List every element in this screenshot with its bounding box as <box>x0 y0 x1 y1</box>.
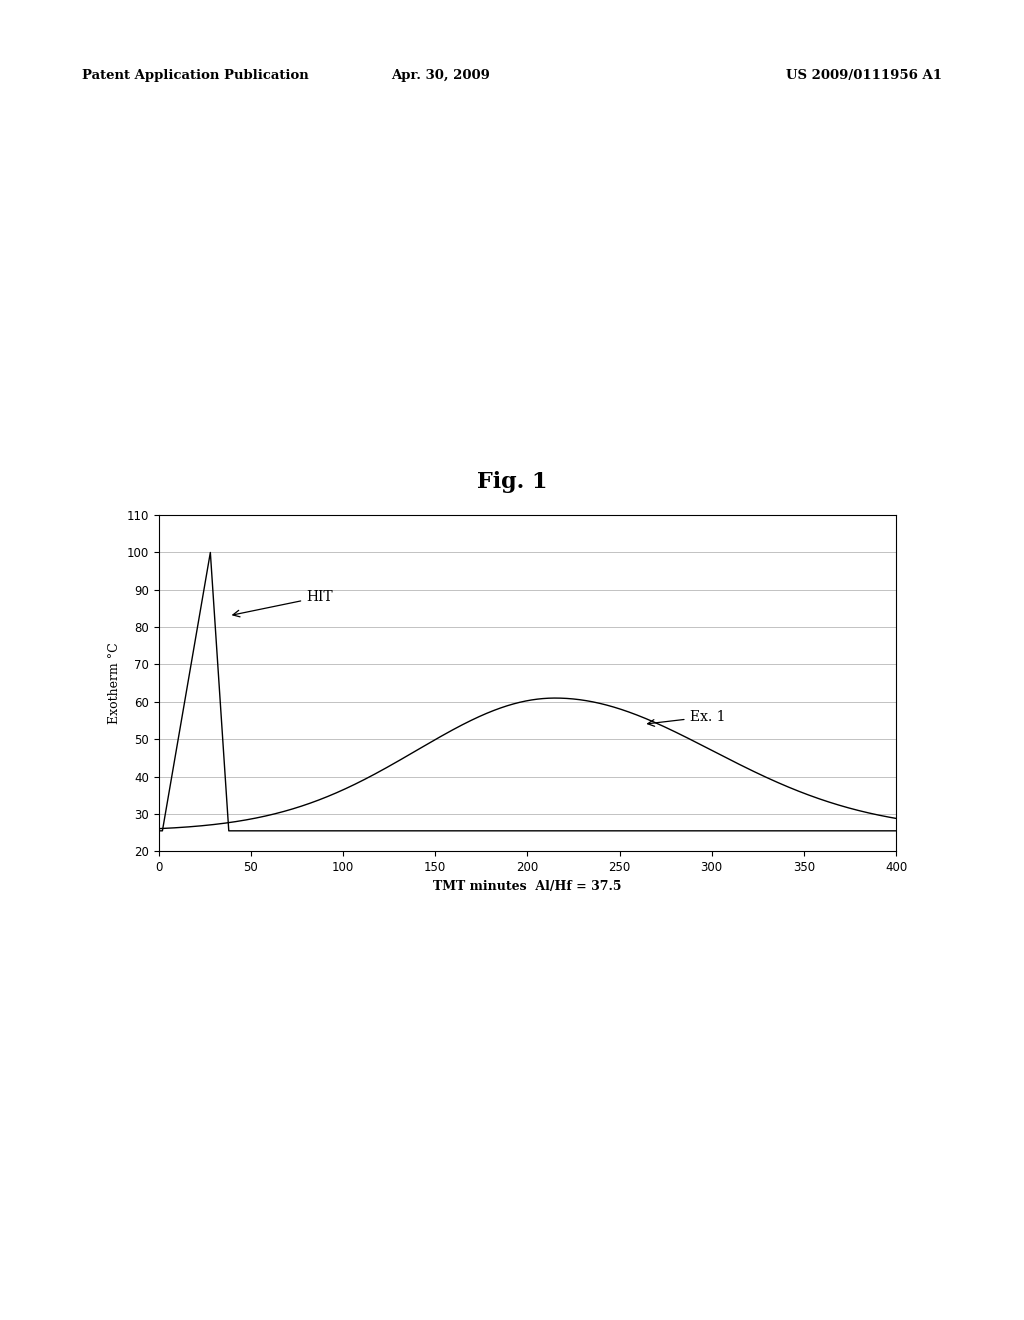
X-axis label: TMT minutes  Al/Hf = 37.5: TMT minutes Al/Hf = 37.5 <box>433 879 622 892</box>
Text: Ex. 1: Ex. 1 <box>647 710 725 726</box>
Text: US 2009/0111956 A1: US 2009/0111956 A1 <box>786 69 942 82</box>
Text: Apr. 30, 2009: Apr. 30, 2009 <box>391 69 489 82</box>
Text: Fig. 1: Fig. 1 <box>477 471 547 492</box>
Y-axis label: Exotherm °C: Exotherm °C <box>109 643 121 723</box>
Text: Patent Application Publication: Patent Application Publication <box>82 69 308 82</box>
Text: HIT: HIT <box>232 590 333 616</box>
